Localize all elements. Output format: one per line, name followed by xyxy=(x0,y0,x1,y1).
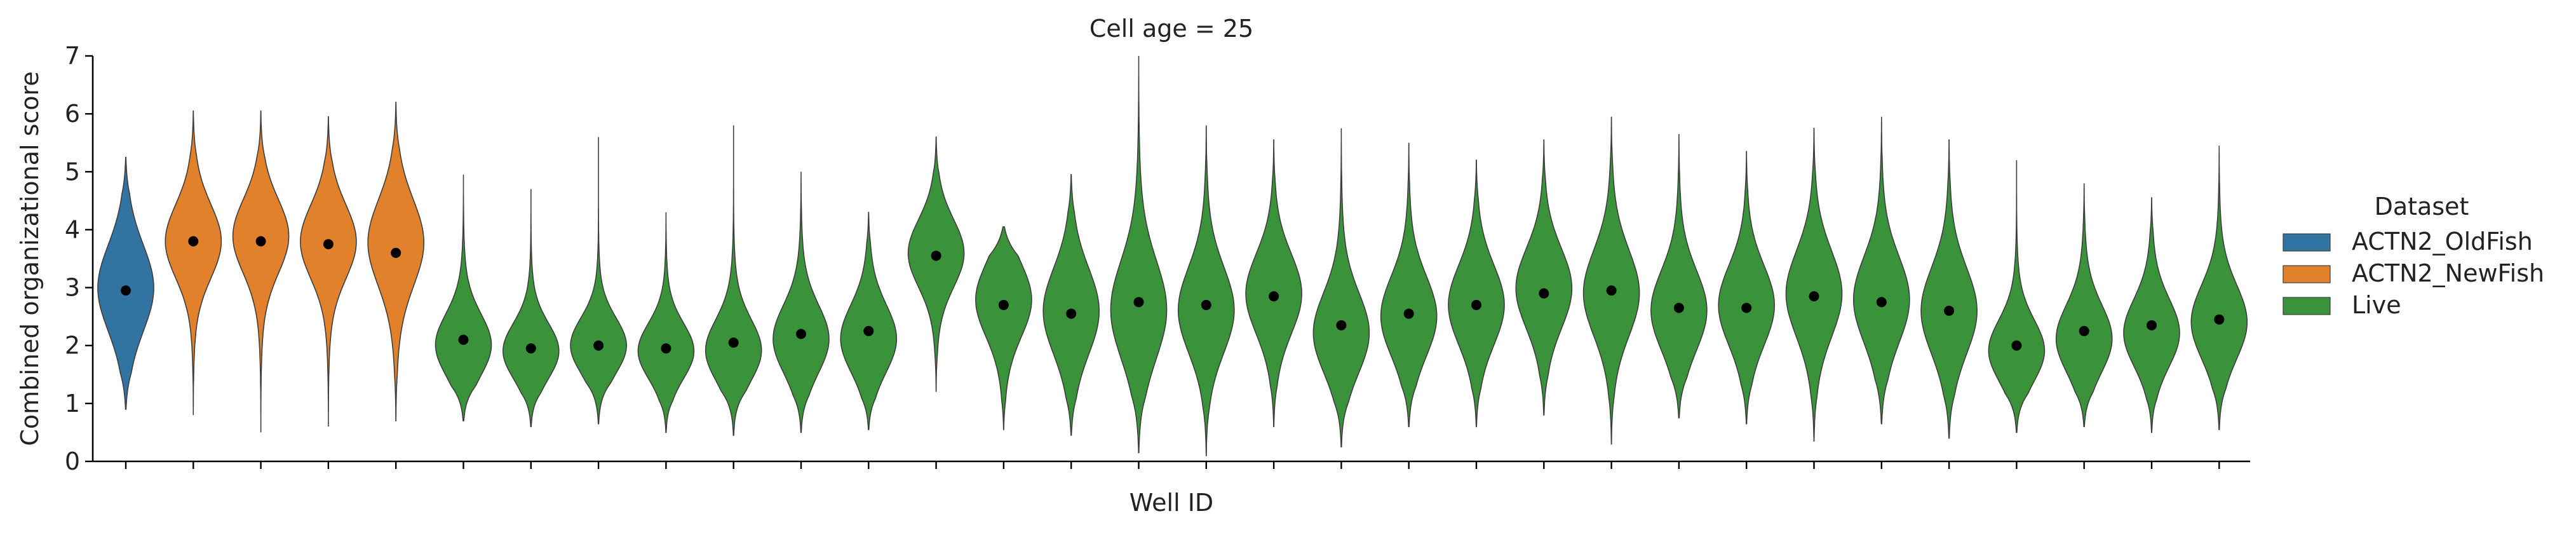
legend: Dataset ACTN2_OldFish ACTN2_NewFish Live xyxy=(2283,193,2544,319)
x-axis-label: Well ID xyxy=(1130,489,1213,517)
median-marker-7 xyxy=(525,343,536,354)
violin-26 xyxy=(1785,128,1843,442)
violin-15 xyxy=(1042,174,1100,436)
median-marker-23 xyxy=(1606,285,1617,296)
median-marker-22 xyxy=(1539,288,1549,299)
violin-29 xyxy=(1988,160,2046,433)
violin-20 xyxy=(1380,142,1438,428)
legend-title: Dataset xyxy=(2375,193,2469,221)
legend-swatch-1 xyxy=(2283,233,2331,252)
violin-2 xyxy=(165,110,222,416)
violin-32 xyxy=(2190,146,2248,430)
violin-25 xyxy=(1718,151,1776,425)
violin-19 xyxy=(1312,128,1370,447)
violin-23 xyxy=(1582,116,1640,445)
violin-18 xyxy=(1245,139,1302,428)
median-marker-31 xyxy=(2147,320,2157,330)
y-tick-label: 6 xyxy=(65,100,80,128)
violin-1 xyxy=(97,156,154,410)
median-marker-4 xyxy=(323,239,334,250)
chart-title: Cell age = 25 xyxy=(1089,15,1253,43)
median-marker-9 xyxy=(661,343,671,354)
median-marker-18 xyxy=(1269,291,1279,302)
median-marker-32 xyxy=(2214,314,2225,325)
violin-7 xyxy=(502,189,560,428)
median-marker-10 xyxy=(728,337,739,348)
median-marker-24 xyxy=(1673,302,1684,313)
violin-layer xyxy=(97,56,2248,456)
median-marker-27 xyxy=(1876,297,1887,308)
violin-31 xyxy=(2123,197,2180,433)
median-marker-25 xyxy=(1741,302,1752,313)
violin-11 xyxy=(772,172,830,433)
violin-27 xyxy=(1853,116,1910,425)
y-tick-label: 3 xyxy=(65,274,80,302)
median-marker-16 xyxy=(1133,297,1144,308)
violin-17 xyxy=(1178,125,1235,456)
median-marker-6 xyxy=(458,334,469,345)
median-marker-13 xyxy=(931,250,941,261)
violin-21 xyxy=(1448,160,1505,428)
violin-6 xyxy=(435,174,492,421)
x-tick-layer xyxy=(125,461,2220,469)
median-marker-11 xyxy=(796,329,806,339)
violin-10 xyxy=(705,125,762,436)
y-axis-label: Combined organizational score xyxy=(16,71,44,445)
violin-8 xyxy=(570,137,627,425)
violin-28 xyxy=(1920,139,1978,439)
y-tick-label: 5 xyxy=(65,158,80,186)
y-tick-label: 2 xyxy=(65,332,80,360)
violin-12 xyxy=(840,212,898,430)
legend-entries: ACTN2_OldFish ACTN2_NewFish Live xyxy=(2283,228,2544,319)
axes-layer xyxy=(91,56,2250,463)
median-marker-1 xyxy=(121,285,131,296)
violin-9 xyxy=(637,212,695,433)
violin-4 xyxy=(300,116,357,427)
median-marker-29 xyxy=(2011,340,2022,351)
y-tick-label: 4 xyxy=(65,215,80,243)
median-marker-17 xyxy=(1201,299,1211,310)
legend-label-2: ACTN2_NewFish xyxy=(2352,259,2544,287)
violin-3 xyxy=(232,110,290,433)
violin-24 xyxy=(1650,134,1708,419)
median-marker-5 xyxy=(391,247,401,258)
y-tick-label: 1 xyxy=(65,390,80,418)
y-tick-label: 7 xyxy=(65,42,80,70)
violin-14 xyxy=(975,226,1032,430)
median-marker-28 xyxy=(1944,306,1955,316)
median-marker-21 xyxy=(1471,299,1481,310)
median-marker-20 xyxy=(1403,308,1414,319)
legend-label-1: ACTN2_OldFish xyxy=(2352,228,2533,255)
legend-label-3: Live xyxy=(2352,291,2401,319)
y-tick-layer: 0 1 2 3 4 5 6 7 xyxy=(65,42,93,475)
median-marker-8 xyxy=(593,340,604,351)
violin-16 xyxy=(1110,56,1168,454)
violin-22 xyxy=(1515,139,1573,416)
median-marker-12 xyxy=(863,325,874,336)
median-marker-14 xyxy=(998,299,1009,310)
median-marker-3 xyxy=(255,236,266,247)
violin-30 xyxy=(2055,183,2113,428)
violin-5 xyxy=(367,102,424,421)
violin-13 xyxy=(907,136,965,392)
median-marker-30 xyxy=(2079,325,2089,336)
y-tick-label: 0 xyxy=(65,447,80,475)
median-marker-15 xyxy=(1066,308,1077,319)
legend-swatch-3 xyxy=(2283,297,2331,315)
median-marker-19 xyxy=(1336,320,1347,330)
median-marker-2 xyxy=(188,236,199,247)
median-marker-26 xyxy=(1809,291,1819,302)
legend-swatch-2 xyxy=(2283,265,2331,283)
